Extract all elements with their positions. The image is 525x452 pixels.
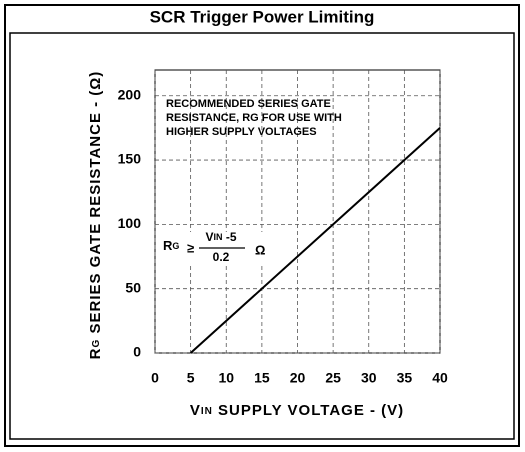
x-tick-label: 40 (432, 370, 448, 386)
x-tick-label: 0 (151, 370, 159, 386)
y-axis-label: RG SERIES GATE RESISTANCE - (Ω) (87, 71, 104, 360)
annotation: RECOMMENDED SERIES GATE RESISTANCE, RG F… (166, 98, 342, 138)
x-tick-label: 20 (290, 370, 306, 386)
annotation-line: RECOMMENDED SERIES GATE (166, 98, 331, 110)
formula: RG ≥ VIN -5 0.2 Ω (160, 230, 272, 264)
annotation-line: RESISTANCE, RG FOR USE WITH (166, 112, 342, 124)
x-axis-label: VIN SUPPLY VOLTAGE - (V) (190, 402, 404, 419)
inner-frame (9, 32, 515, 440)
y-tick-label: 200 (118, 86, 142, 102)
formula-den: 0.2 (213, 250, 230, 264)
chart-title: SCR Trigger Power Limiting (150, 7, 375, 26)
formula-unit: Ω (255, 242, 265, 257)
y-tick-label: 150 (118, 151, 142, 167)
x-tick-label: 5 (187, 370, 195, 386)
line (189, 127, 441, 354)
x-tick-label: 10 (218, 370, 234, 386)
annotation-line: HIGHER SUPPLY VOLTAGES (166, 126, 317, 138)
formula-op: ≥ (187, 240, 194, 255)
y-tick-label: 50 (125, 279, 141, 295)
x-tick-label: 30 (361, 370, 377, 386)
formula-num: VIN -5 (205, 230, 236, 244)
formula-lhs: RG (163, 238, 179, 253)
x-tick-label: 15 (254, 370, 270, 386)
y-tick-label: 100 (118, 215, 142, 231)
outer-frame (4, 4, 520, 447)
y-tick-label: 0 (133, 344, 141, 360)
x-tick-label: 25 (325, 370, 341, 386)
x-tick-label: 35 (397, 370, 413, 386)
